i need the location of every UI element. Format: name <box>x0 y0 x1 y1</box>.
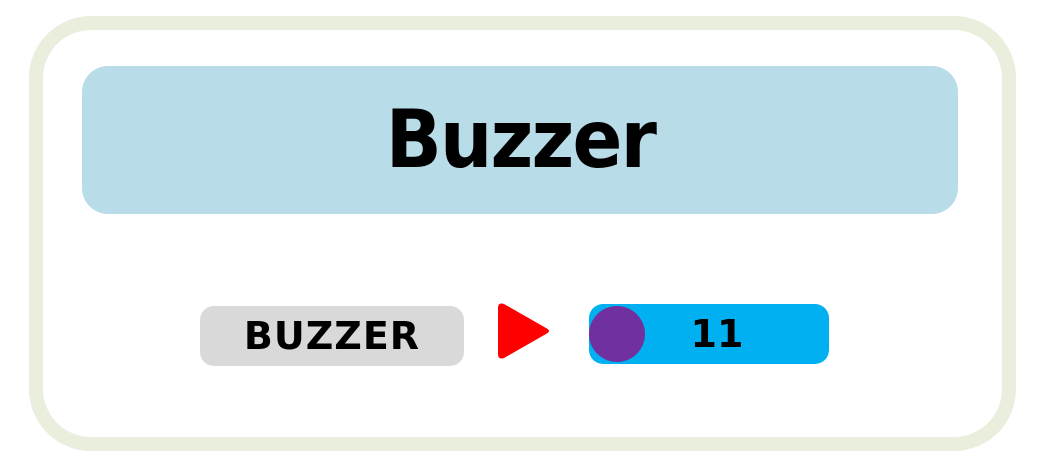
buzzer-label: BUZZER <box>200 306 464 366</box>
pin-value: 11 <box>690 312 744 356</box>
title-banner: Buzzer <box>82 66 958 214</box>
circle-dot-icon <box>589 306 645 362</box>
page-title: Buzzer <box>385 93 656 186</box>
pin-value-block[interactable]: 11 <box>589 304 829 364</box>
play-arrow-icon <box>498 303 549 359</box>
